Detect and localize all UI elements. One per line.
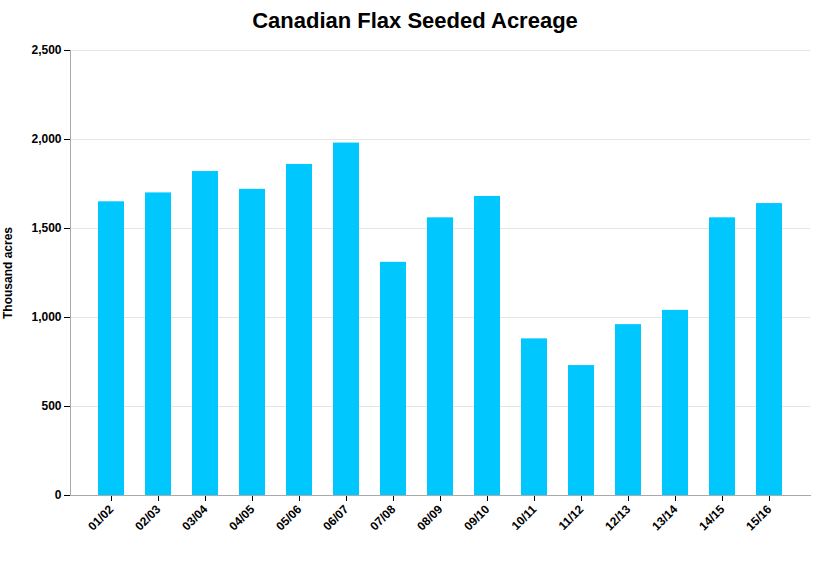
svg-text:1,500: 1,500	[31, 221, 61, 235]
svg-text:08/09: 08/09	[414, 502, 445, 533]
svg-text:13/14: 13/14	[649, 502, 680, 533]
svg-text:05/06: 05/06	[273, 502, 304, 533]
svg-text:01/02: 01/02	[85, 502, 116, 533]
svg-text:1,000: 1,000	[31, 310, 61, 324]
html-text:Canadian Flax Seeded Acreage: Canadian Flax Seeded Acreage	[252, 8, 578, 33]
svg-text:07/08: 07/08	[367, 502, 398, 533]
svg-text:12/13: 12/13	[602, 502, 633, 533]
svg-text:14/15: 14/15	[696, 502, 727, 533]
svg-text:0: 0	[55, 488, 62, 502]
svg-text:09/10: 09/10	[461, 502, 492, 533]
svg-text:15/16: 15/16	[743, 502, 774, 533]
svg-text:500: 500	[41, 399, 61, 413]
svg-text:2,500: 2,500	[31, 43, 61, 57]
svg-text:2,000: 2,000	[31, 132, 61, 146]
svg-text:11/12: 11/12	[556, 502, 587, 533]
svg-text:10/11: 10/11	[509, 502, 540, 533]
svg-text:Thousand acres: Thousand acres	[1, 227, 15, 319]
svg-text:03/04: 03/04	[179, 502, 210, 533]
svg-text:06/07: 06/07	[320, 502, 351, 533]
svg-text:02/03: 02/03	[132, 502, 163, 533]
svg-text:04/05: 04/05	[226, 502, 257, 533]
